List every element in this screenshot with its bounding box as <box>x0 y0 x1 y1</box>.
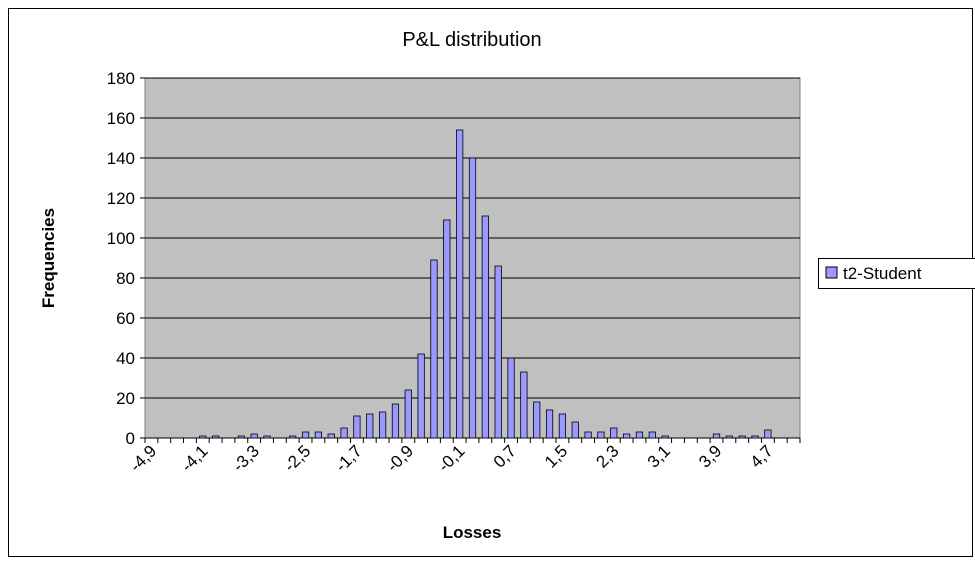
bar <box>237 435 245 439</box>
bar <box>250 433 258 439</box>
bar <box>378 411 387 439</box>
bar <box>533 401 541 439</box>
y-tick-label: 100 <box>107 229 135 248</box>
y-tick-label: 0 <box>126 429 135 448</box>
bar <box>751 435 759 439</box>
bar <box>661 435 669 439</box>
bar <box>635 431 644 439</box>
bar <box>520 371 528 439</box>
y-tick-label: 120 <box>107 189 135 208</box>
y-tick-label: 20 <box>116 389 135 408</box>
chart-title: P&L distribution <box>402 29 541 51</box>
y-axis-label: Frequencies <box>39 208 58 308</box>
y-tick-label: 180 <box>107 69 135 88</box>
y-tick-label: 80 <box>116 269 135 288</box>
bar <box>404 389 412 439</box>
y-tick-label: 60 <box>116 309 135 328</box>
y-tick-label: 40 <box>116 349 135 368</box>
bar <box>507 357 515 439</box>
bar <box>481 215 489 439</box>
bar <box>764 429 772 439</box>
bar <box>545 409 554 439</box>
bar <box>314 431 322 439</box>
bar <box>301 431 310 439</box>
bar <box>738 435 746 439</box>
bar <box>327 433 335 439</box>
bar <box>199 435 207 439</box>
bar <box>610 427 618 439</box>
bar <box>584 431 592 439</box>
bar <box>289 435 297 439</box>
y-tick-label: 140 <box>107 149 135 168</box>
bar <box>558 413 567 439</box>
x-axis-label: Losses <box>443 523 502 542</box>
bar <box>712 433 721 439</box>
bar <box>648 431 656 439</box>
bar <box>725 435 733 439</box>
bar <box>623 433 631 439</box>
bar <box>340 427 348 439</box>
y-tick-label: 160 <box>107 109 135 128</box>
bar <box>456 129 464 439</box>
bar <box>468 157 477 439</box>
bar <box>443 219 451 439</box>
bar <box>430 259 438 439</box>
bar <box>391 403 400 439</box>
bar <box>597 431 605 439</box>
legend-swatch <box>825 266 838 279</box>
bar <box>494 265 502 439</box>
bar <box>212 435 220 439</box>
bar <box>263 435 271 439</box>
legend <box>818 258 975 289</box>
bar <box>417 353 425 439</box>
bar <box>366 413 374 439</box>
legend-label: t2-Student <box>843 264 922 283</box>
bar <box>353 415 361 439</box>
bar <box>571 421 579 439</box>
